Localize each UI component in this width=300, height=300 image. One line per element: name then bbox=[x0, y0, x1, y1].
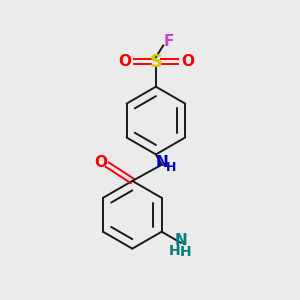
Text: H: H bbox=[179, 244, 191, 259]
Text: H: H bbox=[169, 244, 180, 258]
Text: H: H bbox=[166, 160, 176, 174]
Text: F: F bbox=[164, 34, 174, 49]
Text: O: O bbox=[118, 54, 131, 69]
Text: O: O bbox=[181, 54, 194, 69]
Text: N: N bbox=[174, 233, 187, 248]
Text: O: O bbox=[94, 155, 107, 170]
Text: S: S bbox=[149, 53, 162, 71]
Text: N: N bbox=[155, 155, 168, 170]
